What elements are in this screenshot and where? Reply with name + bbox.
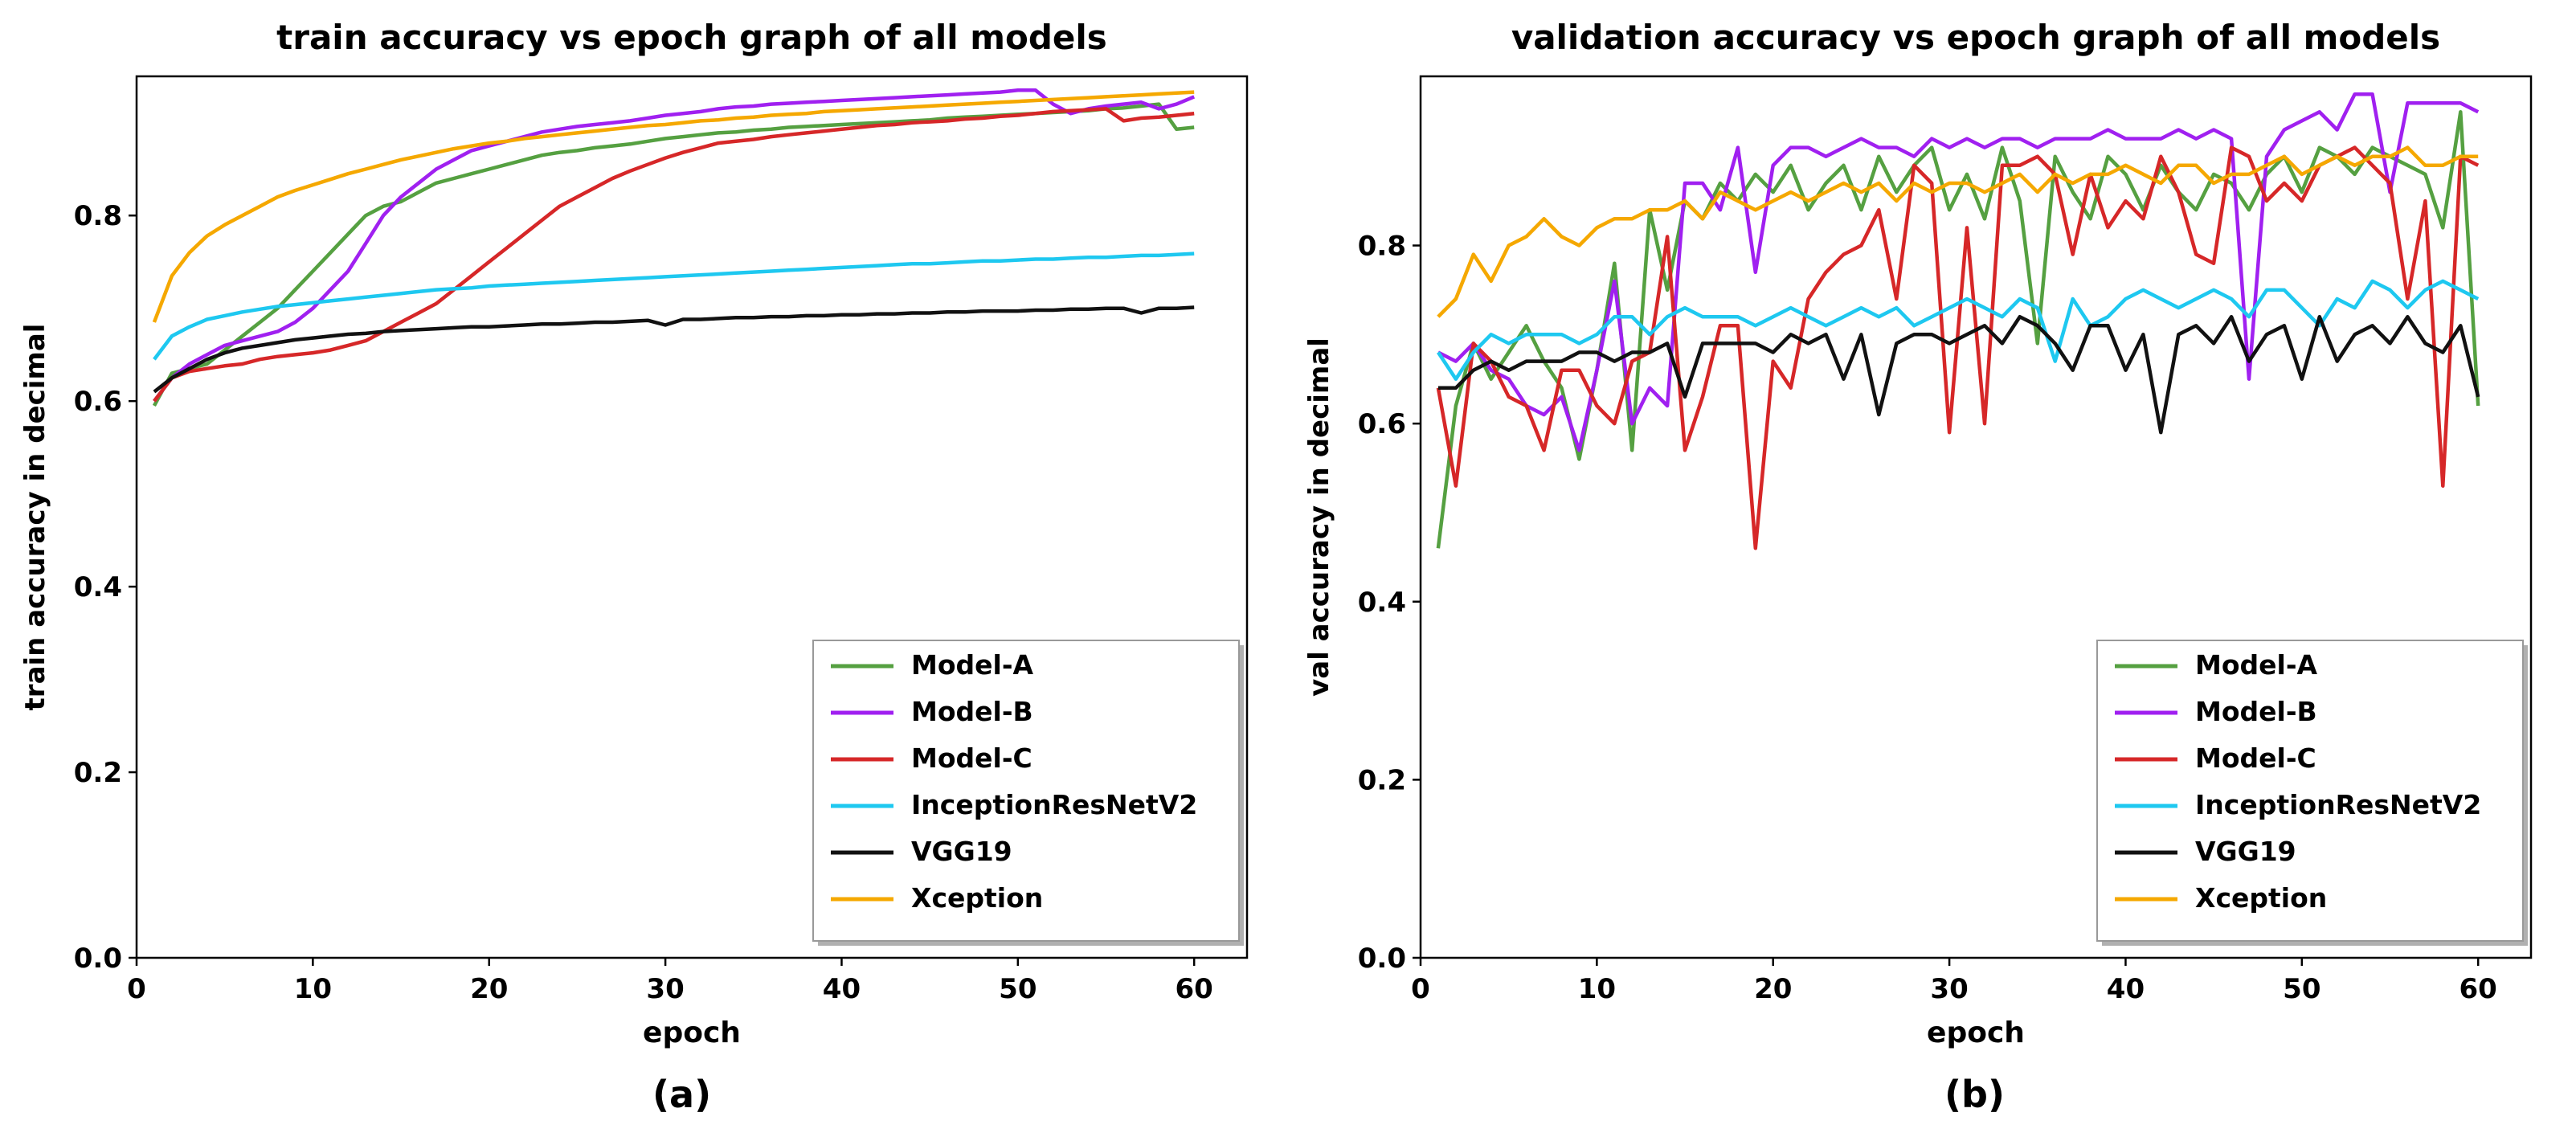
x-tick-label: 60 [2459, 973, 2497, 1005]
legend-label-model-c: Model-C [911, 742, 1032, 774]
series-line-inceptionresnetv2 [1437, 279, 2480, 381]
series-line-model-b [1437, 92, 2480, 452]
x-tick-label: 10 [294, 973, 332, 1005]
plot-frame [135, 75, 1249, 959]
y-tick-label: 0.6 [74, 386, 122, 418]
x-tick-label: 60 [1176, 973, 1213, 1005]
legend-label-xception: Xception [2195, 882, 2327, 914]
chart-validation-accuracy: validation accuracy vs epoch graph of al… [1303, 18, 2533, 1049]
y-tick-label: 0.4 [74, 571, 122, 603]
y-tick-label: 0.6 [1358, 408, 1406, 440]
legend-label-vgg19: VGG19 [911, 836, 1012, 867]
series-line-model-a [152, 102, 1195, 407]
x-axis-label: epoch [1927, 1016, 2025, 1049]
series-line-vgg19 [1437, 314, 2480, 435]
series-line-model-c [153, 107, 1195, 403]
legend-box [812, 640, 1240, 942]
legend-label-model-a: Model-A [2195, 649, 2318, 681]
chart-title: validation accuracy vs epoch graph of al… [1511, 18, 2440, 57]
legend-label-model-c: Model-C [2195, 742, 2316, 774]
series-line-model-b [153, 88, 1196, 403]
x-tick-label: 20 [470, 973, 508, 1005]
legend-label-inceptionresnetv2: InceptionResNetV2 [2195, 789, 2481, 820]
legend-label-model-b: Model-B [911, 696, 1033, 727]
x-tick-label: 0 [127, 973, 146, 1005]
x-tick-label: 10 [1578, 973, 1616, 1005]
x-tick-label: 40 [823, 973, 861, 1005]
y-tick-label: 0.2 [1358, 764, 1406, 796]
x-tick-label: 40 [2107, 973, 2145, 1005]
legend-label-xception: Xception [911, 882, 1043, 914]
y-tick-label: 0.0 [1358, 943, 1406, 975]
series-line-xception [152, 90, 1195, 323]
x-tick-label: 0 [1411, 973, 1430, 1005]
y-tick-label: 0.0 [74, 943, 122, 975]
y-axis-label: val accuracy in decimal [1303, 337, 1335, 697]
legend-label-model-b: Model-B [2195, 696, 2317, 727]
y-tick-label: 0.2 [74, 757, 122, 789]
x-axis-label: epoch [643, 1016, 741, 1049]
x-tick-label: 30 [646, 973, 684, 1005]
plot-lines [152, 88, 1196, 407]
x-tick-label: 20 [1754, 973, 1792, 1005]
series-line-inceptionresnetv2 [153, 252, 1195, 361]
y-tick-label: 0.8 [1358, 231, 1406, 263]
series-line-model-a [1436, 110, 2480, 549]
legend: Model-A Model-B Model-C InceptionResNetV2 VG… [812, 640, 1244, 946]
panel-a: train accuracy vs epoch graph of all mod… [0, 0, 1288, 1069]
y-tick-label: 0.8 [74, 200, 122, 232]
series-line-vgg19 [153, 305, 1195, 394]
legend: Model-A Model-B Model-C InceptionResNetV2 VG… [2096, 640, 2528, 946]
series-line-xception [1437, 145, 2479, 318]
legend-label-inceptionresnetv2: InceptionResNetV2 [911, 789, 1197, 820]
legend-label-model-a: Model-A [911, 649, 1034, 681]
x-tick-label: 50 [2283, 973, 2320, 1005]
y-axis-label: train accuracy in decimal [19, 324, 51, 711]
x-tick-label: 30 [1930, 973, 1968, 1005]
legend-box [2096, 640, 2524, 942]
plot-lines [1436, 92, 2480, 550]
caption-a: (a) [652, 1073, 712, 1116]
series-line-model-c [1436, 145, 2480, 550]
chart-train-accuracy: train accuracy vs epoch graph of all mod… [19, 18, 1249, 1049]
x-tick-label: 50 [999, 973, 1037, 1005]
plot-frame [1419, 75, 2533, 959]
legend-label-vgg19: VGG19 [2195, 836, 2296, 867]
chart-title: train accuracy vs epoch graph of all mod… [276, 18, 1107, 57]
caption-b: (b) [1944, 1073, 2005, 1116]
y-tick-label: 0.4 [1358, 587, 1406, 619]
panel-b: validation accuracy vs epoch graph of al… [1288, 0, 2576, 1069]
